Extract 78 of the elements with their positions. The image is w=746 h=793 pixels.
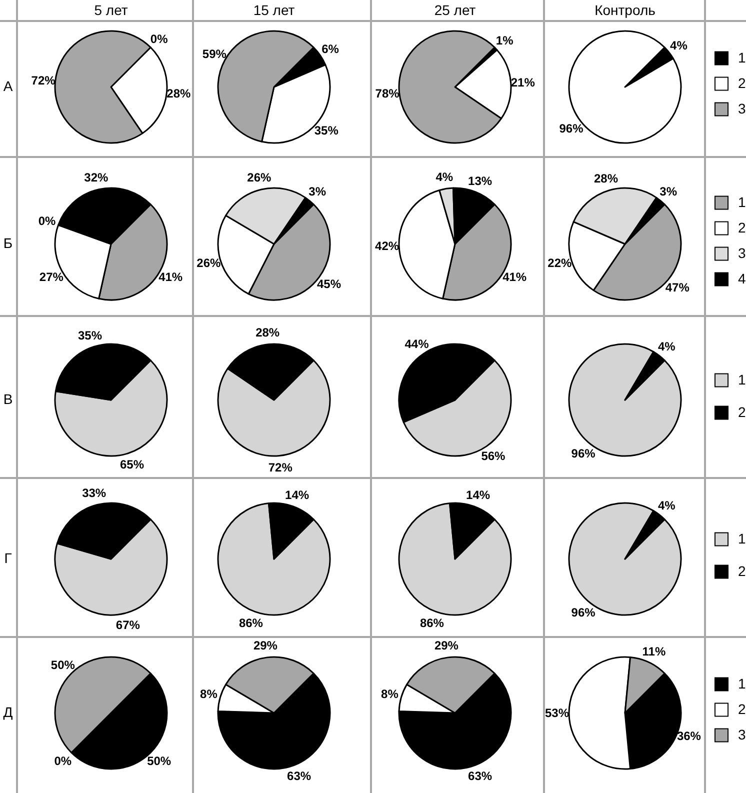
chart-title: 15 лет [253, 2, 296, 18]
data-label: 21% [510, 76, 536, 90]
data-label: 3% [660, 184, 678, 199]
data-label: 45% [317, 276, 342, 291]
data-label: 50% [147, 754, 172, 768]
data-label: 4% [658, 339, 676, 354]
data-label: 86% [420, 616, 444, 630]
data-label: 32% [84, 170, 108, 185]
text: Г [4, 550, 12, 566]
data-label: 41% [502, 270, 527, 284]
text: В [3, 391, 13, 407]
data-label: 96% [559, 122, 584, 136]
data-label: 3% [308, 184, 326, 199]
data-label: 35% [314, 123, 339, 138]
chart-title: Контроль [594, 2, 656, 18]
data-label: 36% [676, 729, 702, 744]
data-label: 56% [481, 449, 506, 464]
legend-label: 2 [738, 404, 746, 420]
data-label: 11% [642, 644, 666, 658]
text: 0% [150, 32, 168, 46]
legend-label: 3 [738, 726, 746, 742]
chart-title: 5 лет [94, 2, 128, 18]
legend-label: 1 [738, 675, 746, 692]
data-label: 59% [202, 47, 227, 62]
data-label: 28% [594, 172, 618, 186]
legend-label: 2 [738, 562, 746, 579]
data-label: 42% [375, 239, 400, 254]
legend-label: 1 [738, 49, 746, 66]
data-label: 96% [571, 446, 596, 461]
data-label: 8% [381, 687, 399, 702]
legend-label: 1 [738, 371, 746, 388]
legend-label: 2 [738, 700, 746, 717]
legend-label: 3 [738, 244, 746, 261]
text: А [3, 78, 14, 94]
legend-label: 1 [738, 530, 746, 546]
data-label: 26% [247, 170, 272, 185]
data-label: 67% [116, 618, 140, 632]
data-label: 96% [571, 606, 596, 620]
data-label: 35% [78, 328, 102, 342]
data-label: 29% [253, 638, 278, 653]
data-label: 78% [375, 86, 400, 100]
data-label: 4% [658, 498, 676, 512]
data-label: 27% [39, 270, 64, 284]
data-label: 4% [436, 170, 454, 184]
legend-label: 3 [738, 100, 746, 116]
data-label: 29% [434, 638, 459, 653]
data-label: 14% [466, 488, 490, 502]
data-label: 53% [544, 706, 570, 720]
data-label: 86% [238, 616, 264, 630]
data-label: 13% [468, 174, 492, 188]
text: 0% [38, 214, 56, 228]
data-label: 65% [120, 458, 144, 472]
text: Д [3, 704, 14, 720]
data-label: 22% [548, 256, 572, 270]
data-label: 33% [82, 486, 106, 500]
data-label: 72% [268, 460, 293, 475]
data-label: 44% [404, 336, 430, 351]
data-label: 8% [200, 687, 218, 702]
text: 0% [54, 754, 72, 768]
data-label: 63% [287, 769, 312, 784]
data-label: 6% [322, 42, 340, 56]
data-label: 63% [468, 769, 492, 784]
data-label: 28% [256, 325, 280, 340]
text: Б [3, 235, 13, 251]
legend-label: 2 [738, 74, 746, 91]
data-label: 41% [158, 270, 183, 284]
data-label: 26% [196, 256, 222, 270]
data-label: 50% [50, 658, 76, 672]
legend-label: 4 [738, 270, 746, 286]
data-label: 28% [166, 86, 192, 100]
data-label: 47% [665, 280, 690, 294]
data-label: 72% [31, 74, 56, 88]
chart-title: 25 лет [434, 2, 476, 18]
legend-label: 1 [738, 194, 746, 210]
data-label: 4% [670, 38, 688, 52]
data-label: 1% [496, 33, 514, 48]
legend-label: 2 [738, 219, 746, 236]
data-label: 14% [285, 488, 310, 502]
